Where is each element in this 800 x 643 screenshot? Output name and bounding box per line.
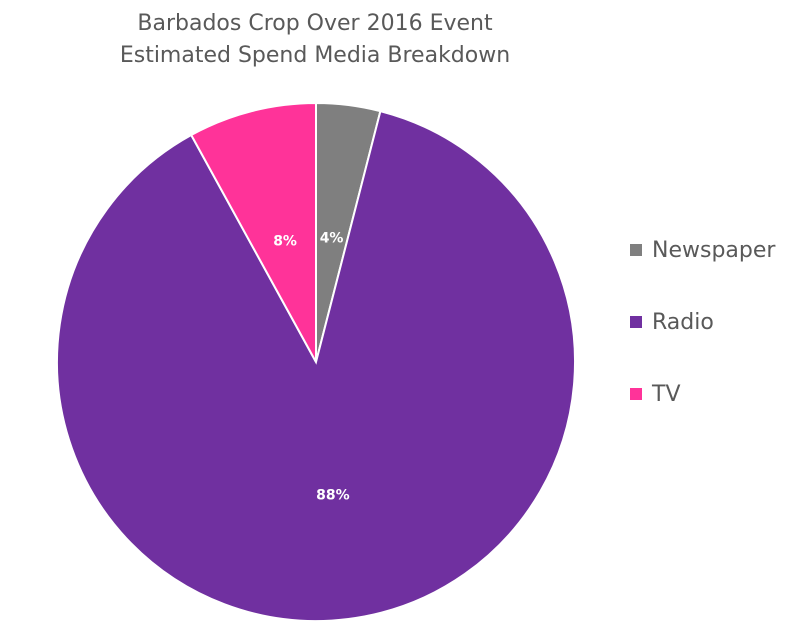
legend-label-radio: Radio xyxy=(652,309,714,335)
pie-slice-radio xyxy=(56,109,576,622)
pie-label-tv: 8% xyxy=(273,234,297,250)
pie-label-newspaper: 4% xyxy=(320,231,344,247)
pie-label-radio: 88% xyxy=(316,488,350,504)
chart-title: Barbados Crop Over 2016 Event Estimated … xyxy=(0,8,630,72)
legend-swatch-radio xyxy=(630,316,642,328)
chart-title-line-1: Barbados Crop Over 2016 Event xyxy=(137,11,493,36)
legend-label-newspaper: Newspaper xyxy=(652,237,776,263)
legend-item-newspaper: Newspaper xyxy=(630,232,775,268)
legend-item-tv: TV xyxy=(630,376,775,412)
pie-slice-tv xyxy=(189,101,317,363)
pie-labels: 4% 88% 8% xyxy=(273,231,349,504)
chart-title-line-2: Estimated Spend Media Breakdown xyxy=(119,43,511,68)
legend: Newspaper Radio TV xyxy=(630,232,775,448)
legend-swatch-newspaper xyxy=(630,244,642,256)
pie-slices xyxy=(56,101,576,622)
legend-item-radio: Radio xyxy=(630,304,775,340)
legend-label-tv: TV xyxy=(652,381,681,407)
legend-swatch-tv xyxy=(630,388,642,400)
